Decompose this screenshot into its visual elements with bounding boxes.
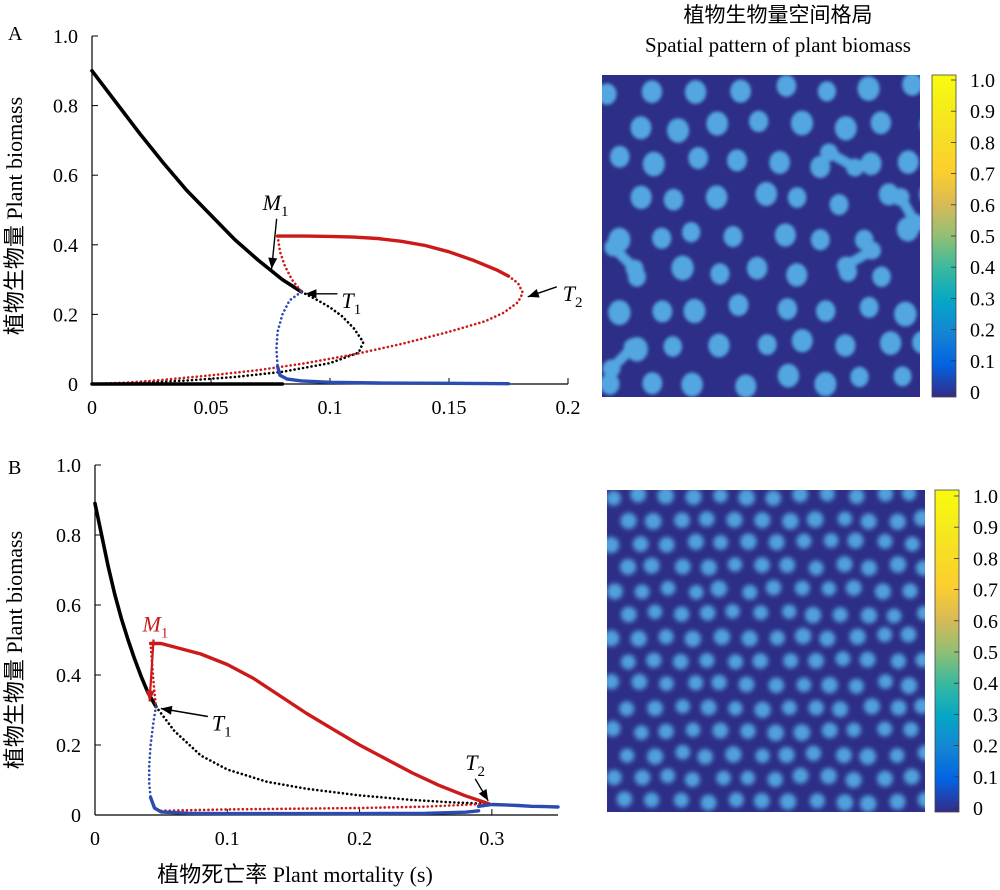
x-axis-label: 植物死亡率 Plant mortality (s) [157, 862, 433, 887]
annotation-t1-a: T1 [341, 288, 361, 318]
arrow-t1-a [305, 289, 338, 299]
figure-title-zh: 植物生物量空间格局 [684, 3, 873, 27]
colorbar-tick-label: 0.3 [970, 288, 995, 310]
colorbar-tick-label: 0.8 [970, 132, 995, 154]
y-tick-label-a: 0 [68, 374, 78, 396]
colorbar-tick-label: 0 [970, 382, 980, 404]
annotation-m1-a: M1 [262, 190, 289, 220]
colorbar-b: 0 0.1 0.2 0.3 0.4 0.5 0.6 0.7 0.8 0.9 1.0 [934, 486, 998, 820]
series-line-a-6 [275, 364, 511, 386]
colorbar-tick-label: 0.9 [973, 517, 998, 539]
figure-title-en: Spatial pattern of plant biomass [645, 33, 911, 57]
y-tick-label-b: 0.6 [56, 595, 81, 617]
y-tick-label-a: 0.8 [53, 96, 78, 118]
panel-label-b: B [8, 457, 21, 479]
series-line-a-4 [90, 274, 525, 386]
series-line-a-5 [275, 290, 303, 368]
x-tick-label-a: 0.05 [194, 397, 229, 419]
colorbar-tick-label: 0.6 [973, 611, 998, 633]
colorbar-tick-label: 1.0 [970, 70, 995, 92]
colorbar-tick-label: 0.5 [970, 226, 995, 248]
y-tick-label-a: 1.0 [53, 26, 78, 48]
colorbar-tick-label: 0.9 [970, 101, 995, 123]
colorbar-tick-label: 0.7 [970, 164, 995, 186]
chart-a-axes: 0 0.05 0.1 0.15 0.2 0 0.2 0.4 0.6 0.8 1.0 [53, 26, 581, 419]
colorbar-tick-label: 0.3 [973, 704, 998, 726]
series-line-a-2 [275, 234, 511, 278]
colorbar-tick-label: 1.0 [973, 486, 998, 508]
series-line-b-2 [148, 641, 491, 806]
series-line-b-6 [148, 795, 481, 816]
colorbar-tick-label: 0.4 [970, 257, 995, 279]
y-axis-label-a: 植物生物量 Plant biomass [2, 97, 27, 335]
colorbar-tick-label: 0.6 [970, 195, 995, 217]
y-tick-label-b: 0 [71, 805, 81, 827]
colorbar-tick-label: 0.2 [970, 320, 995, 342]
colorbar-tick-label: 0.7 [973, 580, 998, 602]
colorbar-tick-label: 0.8 [973, 548, 998, 570]
y-tick-label-b: 0.4 [56, 665, 81, 687]
x-tick-label-a: 0.1 [318, 397, 343, 419]
y-tick-label-b: 1.0 [56, 455, 81, 477]
colorbar-tick-label: 0.4 [973, 673, 998, 695]
x-tick-label-b: 0.2 [347, 828, 372, 850]
colorbar-tick-label: 0.2 [973, 736, 998, 758]
colorbar-tick-label: 0.1 [973, 767, 998, 789]
colorbar-a: 0 0.1 0.2 0.3 0.4 0.5 0.6 0.7 0.8 0.9 1.0 [931, 70, 995, 404]
x-tick-label-a: 0.2 [556, 397, 581, 419]
y-tick-label-b: 0.8 [56, 525, 81, 547]
series-line-b-1 [154, 705, 491, 806]
series-line-a-0 [90, 69, 304, 294]
spatial-map-a [602, 75, 920, 397]
series-line-a-3 [276, 234, 303, 294]
colorbar-tick-label: 0.1 [970, 351, 995, 373]
y-tick-label-b: 0.2 [56, 735, 81, 757]
arrow-m1-b [145, 639, 155, 702]
chart-b-axes: 0 0.1 0.2 0.3 0 0.2 0.4 0.6 0.8 1.0 [56, 455, 558, 850]
y-tick-label-a: 0.2 [53, 304, 78, 326]
x-tick-label-b: 0.3 [479, 828, 504, 850]
chart-a-annotations: M1 T1 T2 [262, 190, 583, 318]
series-line-a-1 [90, 290, 365, 386]
x-tick-label-b: 0.1 [215, 828, 240, 850]
series-line-b-7 [476, 802, 560, 809]
arrow-t2-a [527, 286, 558, 298]
chart-b-annotations: M1 T1 T2 [142, 612, 489, 802]
annotation-m1-b: M1 [142, 612, 169, 642]
x-tick-label-b: 0 [90, 828, 100, 850]
y-tick-label-a: 0.6 [53, 165, 78, 187]
annotation-t1-b: T1 [212, 711, 232, 741]
chart-a-curves [90, 69, 525, 386]
x-tick-label-a: 0 [87, 397, 97, 419]
colorbar-tick-label: 0.5 [973, 642, 998, 664]
annotation-t2-b: T2 [465, 750, 485, 780]
y-axis-label-b: 植物生物量 Plant biomass [2, 531, 27, 769]
arrow-t2-b [474, 778, 489, 802]
panel-label-a: A [8, 23, 23, 45]
annotation-t2-a: T2 [563, 281, 583, 311]
y-tick-label-a: 0.4 [53, 235, 78, 257]
series-line-b-0 [93, 501, 158, 709]
spatial-map-b [607, 490, 925, 812]
arrow-t1-b [160, 705, 208, 718]
chart-b-curves [93, 501, 560, 816]
arrow-m1-a [268, 218, 278, 269]
series-line-b-5 [147, 705, 158, 799]
colorbar-tick-label: 0 [973, 798, 983, 820]
x-tick-label-a: 0.15 [432, 397, 467, 419]
series-line-b-4 [159, 802, 491, 813]
